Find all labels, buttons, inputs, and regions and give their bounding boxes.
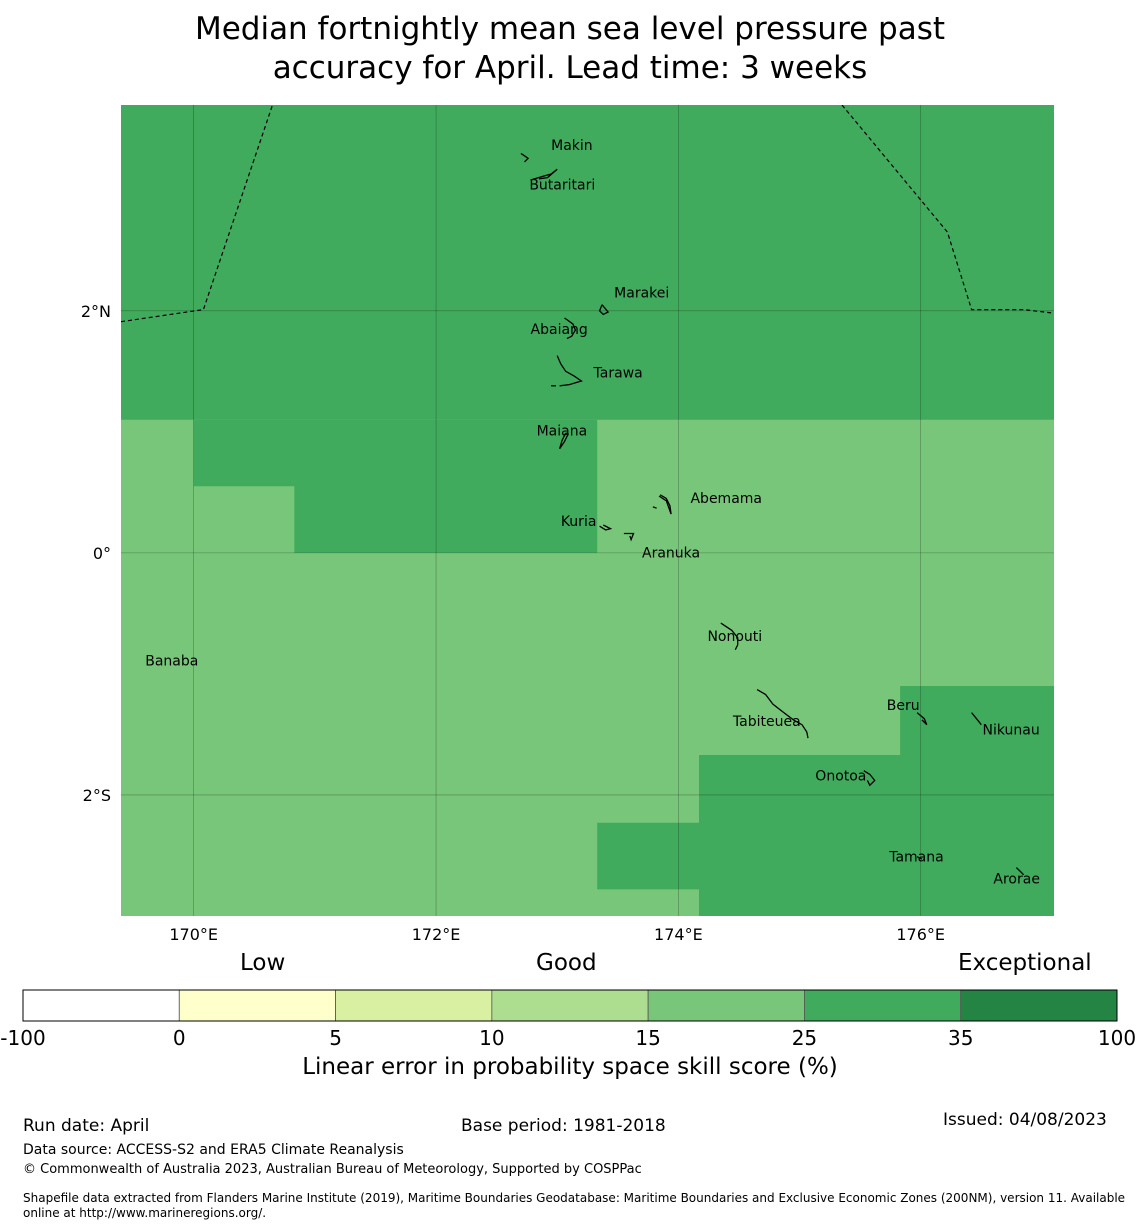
title-line-2: accuracy for April. Lead time: 3 weeks bbox=[272, 50, 868, 86]
eez-boundary-line bbox=[121, 105, 274, 323]
island-outline bbox=[1015, 867, 1025, 876]
colorbar-tick-label: 10 bbox=[479, 1026, 504, 1050]
place-label-aranuka: Aranuka bbox=[642, 546, 700, 562]
colorbar-tick-label: -100 bbox=[0, 1026, 45, 1050]
island-outlines bbox=[520, 152, 1025, 876]
colorbar-segment bbox=[22, 989, 180, 1022]
skill-region-0 bbox=[121, 105, 1054, 420]
island-outline bbox=[530, 168, 558, 181]
title-line-1: Median fortnightly mean sea level pressu… bbox=[194, 11, 946, 47]
island-outline bbox=[598, 304, 610, 316]
colorbar: -100 0 5 10 15 25 35 100 bbox=[0, 989, 1136, 1050]
place-label-kuria: Kuria bbox=[561, 514, 597, 530]
island-outline bbox=[863, 770, 876, 787]
place-label-abaiang: Abaiang bbox=[531, 322, 588, 338]
place-label-beru: Beru bbox=[887, 698, 920, 714]
data-source: Data source: ACCESS-S2 and ERA5 Climate … bbox=[23, 1142, 404, 1158]
place-label-marakei: Marakei bbox=[614, 285, 669, 301]
island-outline bbox=[623, 532, 635, 542]
colorbar-label: Linear error in probability space skill … bbox=[302, 1054, 838, 1080]
island-outline bbox=[652, 506, 657, 509]
place-label-tabiteuea: Tabiteuea bbox=[732, 714, 801, 730]
y-tick-label: 2°N bbox=[81, 302, 111, 321]
colorbar-tick-label: 15 bbox=[635, 1026, 660, 1050]
island-outline bbox=[520, 152, 530, 163]
x-tick-label: 174°E bbox=[654, 925, 703, 944]
place-label-makin: Makin bbox=[551, 138, 593, 154]
island-outline bbox=[916, 712, 928, 726]
colorbar-tick-label: 100 bbox=[1098, 1026, 1136, 1050]
x-tick-label: 170°E bbox=[169, 925, 218, 944]
island-outline bbox=[916, 856, 923, 860]
map-title: Median fortnightly mean sea level pressu… bbox=[0, 10, 1140, 88]
copyright: © Commonwealth of Australia 2023, Austra… bbox=[23, 1162, 642, 1177]
colorbar-segment bbox=[491, 989, 649, 1022]
place-label-onotoa: Onotoa bbox=[815, 768, 866, 784]
colorbar-segment bbox=[960, 989, 1118, 1022]
colorbar-tick-label: 25 bbox=[792, 1026, 817, 1050]
colorbar-segment bbox=[335, 989, 493, 1022]
island-outline bbox=[599, 524, 613, 531]
place-label-banaba: Banaba bbox=[145, 653, 198, 669]
island-outline bbox=[556, 355, 583, 387]
category-exceptional: Exceptional bbox=[958, 950, 1092, 976]
skill-region-1 bbox=[193, 419, 598, 553]
x-axis-ticks: 170°E 172°E 174°E 176°E bbox=[169, 925, 945, 944]
run-date: Run date: April bbox=[23, 1116, 150, 1136]
category-low: Low bbox=[240, 950, 286, 976]
place-label-arorae: Arorae bbox=[993, 871, 1040, 887]
eez-boundary-line bbox=[841, 105, 1054, 314]
colorbar-tick-label: 5 bbox=[329, 1026, 342, 1050]
colorbar-segment bbox=[804, 989, 962, 1022]
colorbar-segment bbox=[178, 989, 336, 1022]
eez-boundaries bbox=[121, 105, 1054, 323]
island-outline bbox=[658, 494, 672, 515]
shapefile-credit: Shapefile data extracted from Flanders M… bbox=[23, 1191, 1126, 1220]
skill-region-2 bbox=[597, 686, 1054, 916]
island-outline bbox=[720, 622, 739, 650]
island-outline bbox=[558, 432, 569, 450]
y-tick-label: 2°S bbox=[83, 786, 111, 805]
issued-date: Issued: 04/08/2023 bbox=[943, 1110, 1107, 1130]
colorbar-tick-label: 0 bbox=[173, 1026, 186, 1050]
colorbar-segment bbox=[647, 989, 805, 1022]
island-outline bbox=[971, 712, 982, 726]
place-label-tamana: Tamana bbox=[888, 850, 943, 866]
place-label-nikunau: Nikunau bbox=[983, 722, 1040, 738]
skill-regions bbox=[121, 105, 1054, 916]
base-period: Base period: 1981-2018 bbox=[461, 1116, 666, 1136]
place-label-nonouti: Nonouti bbox=[707, 629, 762, 645]
x-tick-label: 176°E bbox=[896, 925, 945, 944]
y-tick-label: 0° bbox=[93, 544, 111, 563]
grid-lines bbox=[121, 105, 1054, 916]
place-labels: Makin Butaritari Marakei Abaiang Tarawa Maian… bbox=[145, 138, 1040, 888]
place-label-abemama: Abemama bbox=[690, 491, 762, 507]
place-label-tarawa: Tarawa bbox=[593, 365, 643, 381]
island-outline bbox=[756, 689, 809, 739]
colorbar-tick-label: 35 bbox=[948, 1026, 973, 1050]
y-axis-ticks: 2°N 0° 2°S bbox=[81, 302, 111, 805]
place-label-maiana: Maiana bbox=[537, 423, 588, 439]
place-label-butaritari: Butaritari bbox=[529, 178, 595, 194]
x-tick-label: 172°E bbox=[412, 925, 461, 944]
island-outline bbox=[564, 317, 577, 340]
category-good: Good bbox=[536, 950, 597, 976]
colorbar-frame bbox=[22, 989, 1118, 1022]
